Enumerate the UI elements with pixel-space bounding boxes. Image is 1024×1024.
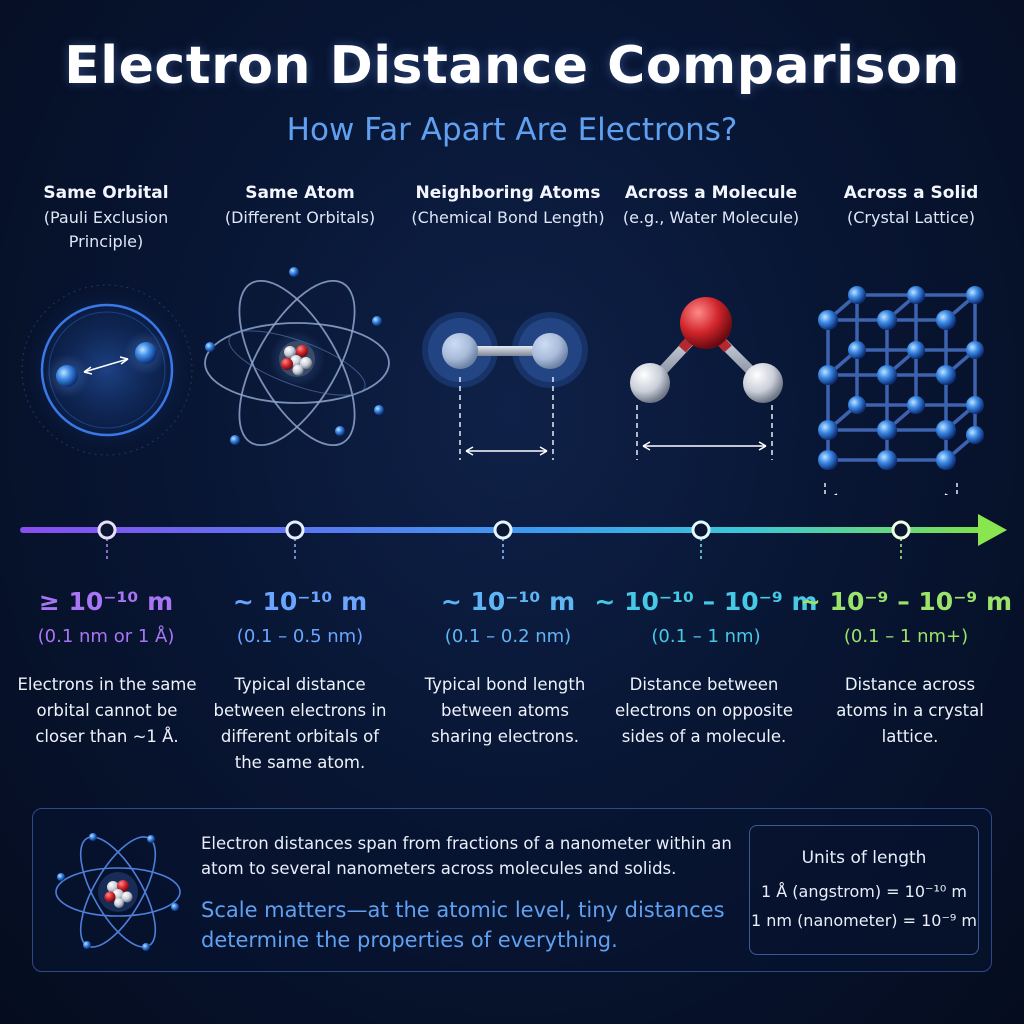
description-across-molecule: Distance between electrons on opposite s… (614, 672, 794, 750)
column-name: Same Orbital (43, 183, 169, 203)
electron-pair-icon (21, 284, 193, 456)
timeline-marker (691, 520, 711, 560)
column-note: (Different Orbitals) (224, 208, 376, 227)
range-across-solid: ~ 10⁻⁹ – 10⁻⁹ m (0.1 – 1 nm+) (796, 585, 1016, 653)
water-molecule-icon (630, 297, 783, 460)
column-name: Across a Molecule (624, 183, 798, 203)
page-subtitle: How Far Apart Are Electrons? (286, 112, 738, 148)
illustrations (21, 267, 984, 495)
units-title: Units of length (801, 848, 927, 868)
range-neighboring-atoms: ~ 10⁻¹⁰ m (0.1 – 0.2 nm) (403, 585, 613, 653)
column-name: Same Atom (245, 183, 355, 203)
range-value: ~ 10⁻¹⁰ m (232, 587, 368, 616)
description-same-atom: Typical distance between electrons in di… (210, 672, 390, 776)
unit-nanometer: 1 nm (nanometer) = 10⁻⁹ m (750, 911, 978, 930)
column-header-neighboring-atoms: Neighboring Atoms (Chemical Bond Length) (403, 180, 613, 230)
page-title: Electron Distance Comparison (64, 36, 960, 96)
range-value: ≥ 10⁻¹⁰ m (38, 587, 174, 616)
timeline-arrowhead (978, 514, 1007, 546)
timeline-marker (285, 520, 305, 560)
range-same-atom: ~ 10⁻¹⁰ m (0.1 – 0.5 nm) (195, 585, 405, 653)
range-subvalue: (0.1 – 1 nm) (651, 626, 761, 647)
column-header-same-atom: Same Atom (Different Orbitals) (195, 180, 405, 230)
description-text: Distance between electrons on opposite s… (615, 675, 793, 746)
timeline-marker (493, 520, 513, 560)
range-value: ~ 10⁻¹⁰ m (440, 587, 576, 616)
column-note: (Pauli Exclusion Principle) (43, 208, 169, 251)
units-box: Units of length 1 Å (angstrom) = 10⁻¹⁰ m… (749, 825, 979, 955)
range-subvalue: (0.1 nm or 1 Å) (37, 626, 175, 647)
range-value: ~ 10⁻¹⁰ – 10⁻⁹ m (594, 587, 818, 616)
atom-icon (55, 833, 181, 951)
column-header-same-orbital: Same Orbital (Pauli Exclusion Principle) (1, 180, 211, 254)
description-text: Distance across atoms in a crystal latti… (836, 675, 984, 746)
scale-timeline (20, 514, 1007, 560)
summary-highlight: Scale matters—at the atomic level, tiny … (201, 898, 725, 952)
column-note: (Chemical Bond Length) (411, 208, 605, 227)
timeline-marker (97, 520, 117, 560)
range-subvalue: (0.1 – 0.2 nm) (444, 626, 572, 647)
bond-icon (422, 312, 588, 460)
atom-icon (204, 267, 390, 447)
range-subvalue: (0.1 – 0.5 nm) (236, 626, 364, 647)
column-name: Neighboring Atoms (415, 183, 601, 203)
unit-angstrom: 1 Å (angstrom) = 10⁻¹⁰ m (761, 882, 967, 901)
column-note: (e.g., Water Molecule) (622, 208, 800, 227)
range-across-molecule: ~ 10⁻¹⁰ – 10⁻⁹ m (0.1 – 1 nm) (591, 585, 821, 653)
description-text: Typical bond length between atoms sharin… (424, 675, 586, 746)
crystal-lattice-atoms (818, 286, 984, 470)
description-neighboring-atoms: Typical bond length between atoms sharin… (420, 672, 590, 750)
range-subvalue: (0.1 – 1 nm+) (843, 626, 969, 647)
description-across-solid: Distance across atoms in a crystal latti… (830, 672, 990, 750)
summary-panel: Electron distances span from fractions o… (32, 808, 992, 972)
description-same-orbital: Electrons in the same orbital cannot be … (12, 672, 202, 750)
column-note: (Crystal Lattice) (847, 208, 975, 227)
summary-text: Electron distances span from fractions o… (201, 834, 732, 878)
column-header-across-solid: Across a Solid (Crystal Lattice) (806, 180, 1016, 230)
range-same-orbital: ≥ 10⁻¹⁰ m (0.1 nm or 1 Å) (1, 585, 211, 653)
range-value: ~ 10⁻⁹ – 10⁻⁹ m (799, 587, 1013, 616)
column-name: Across a Solid (843, 183, 979, 203)
lattice-distance-arrow (824, 483, 958, 495)
timeline-marker (891, 520, 911, 560)
description-text: Typical distance between electrons in di… (213, 675, 387, 772)
description-text: Electrons in the same orbital cannot be … (17, 675, 197, 746)
column-header-across-molecule: Across a Molecule (e.g., Water Molecule) (606, 180, 816, 230)
